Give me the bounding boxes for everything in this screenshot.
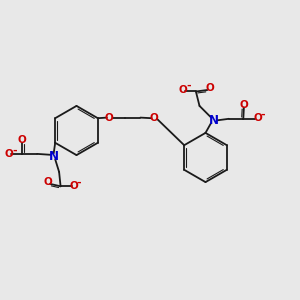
- Text: O: O: [69, 181, 78, 191]
- Text: O: O: [149, 113, 158, 123]
- Text: -: -: [12, 145, 17, 155]
- Text: -: -: [260, 109, 265, 119]
- Text: -: -: [186, 81, 191, 91]
- Text: O: O: [239, 100, 248, 110]
- Text: N: N: [49, 150, 59, 163]
- Text: O: O: [105, 112, 114, 123]
- Text: O: O: [18, 135, 27, 145]
- Text: N: N: [209, 114, 219, 127]
- Text: O: O: [4, 149, 13, 159]
- Text: O: O: [253, 112, 262, 123]
- Text: O: O: [205, 83, 214, 93]
- Text: O: O: [179, 85, 188, 95]
- Text: -: -: [76, 177, 81, 188]
- Text: O: O: [44, 177, 53, 187]
